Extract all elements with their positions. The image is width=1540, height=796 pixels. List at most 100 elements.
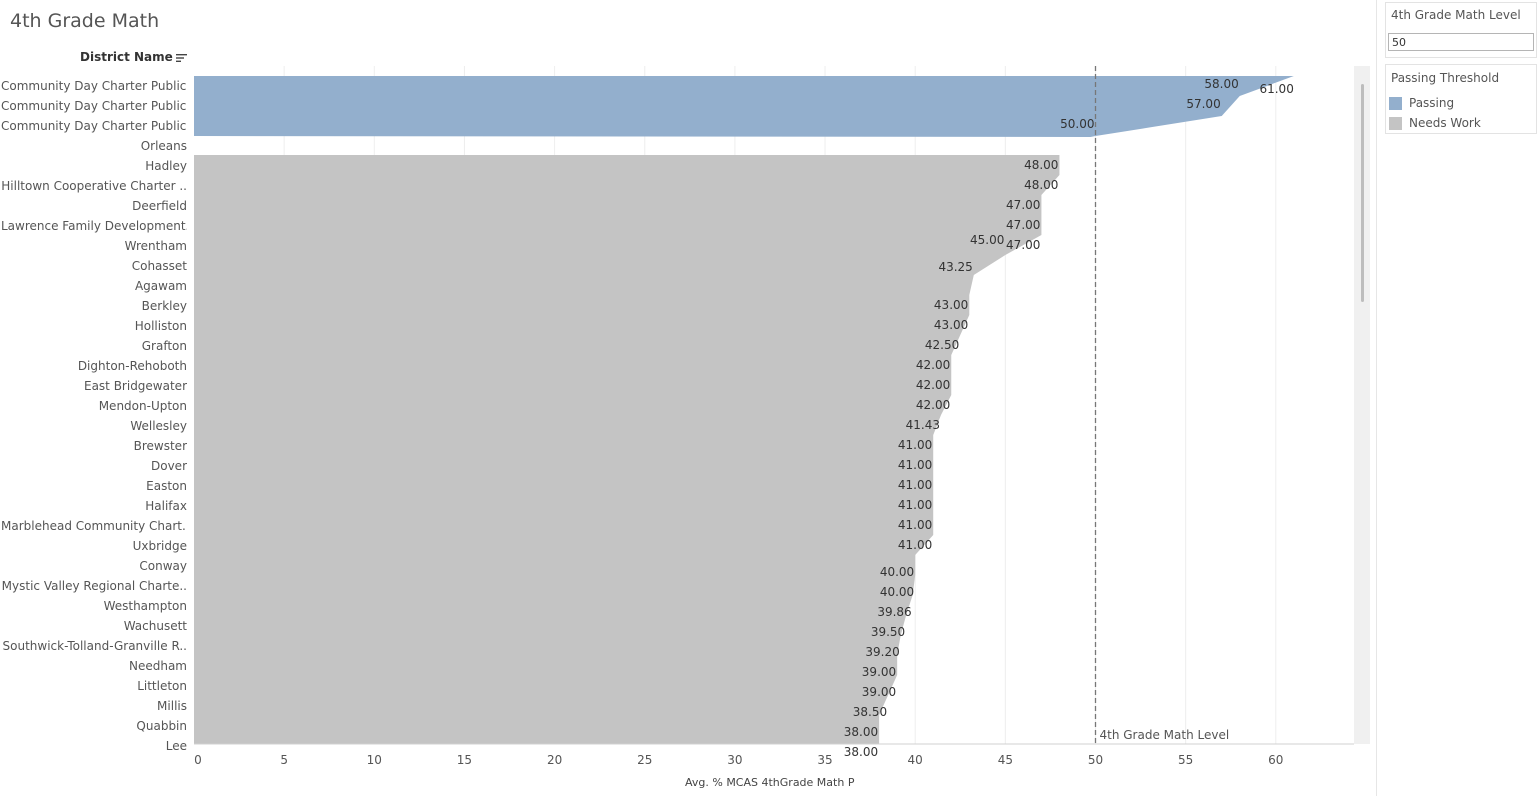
district-name-header-label: District Name xyxy=(80,50,173,64)
sort-descending-icon[interactable] xyxy=(175,52,187,62)
needs-work-data-label: 38.00 xyxy=(844,745,878,759)
legend-title: Passing Threshold xyxy=(1391,71,1500,85)
passing-data-label: 50.00 xyxy=(1060,117,1094,131)
passing-area xyxy=(194,76,1294,137)
x-tick-label: 15 xyxy=(457,753,472,767)
needs-work-data-label: 38.00 xyxy=(844,725,878,739)
row-label[interactable]: Westhampton xyxy=(103,599,187,613)
legend-item-needs-work[interactable]: Needs Work xyxy=(1389,115,1481,131)
row-label[interactable]: Needham xyxy=(128,659,187,673)
row-label[interactable]: Deerfield xyxy=(132,199,187,213)
needs-work-data-label: 41.00 xyxy=(898,498,932,512)
needs-work-data-label: 42.50 xyxy=(925,338,959,352)
row-label[interactable]: Wrentham xyxy=(124,239,187,253)
needs-work-data-label: 43.00 xyxy=(934,318,968,332)
legend-item-passing[interactable]: Passing xyxy=(1389,95,1454,111)
needs-work-area xyxy=(194,155,1060,744)
district-name-header[interactable]: District Name xyxy=(80,50,187,64)
x-tick-label: 10 xyxy=(367,753,382,767)
row-label[interactable]: Marblehead Community Chart.. xyxy=(1,519,187,533)
dashboard-title: 4th Grade Math xyxy=(10,10,160,32)
row-label[interactable]: Dover xyxy=(151,459,187,473)
needs-work-data-label: 47.00 xyxy=(1006,238,1040,252)
legend-swatch-needs-work xyxy=(1389,116,1402,130)
needs-work-data-label: 40.00 xyxy=(880,565,914,579)
row-label[interactable]: Quabbin xyxy=(136,719,187,733)
row-label[interactable]: Brewster xyxy=(133,439,187,453)
row-label[interactable]: Wellesley xyxy=(130,419,187,433)
row-label[interactable]: Halifax xyxy=(145,499,187,513)
needs-work-data-label: 41.00 xyxy=(898,538,932,552)
x-tick-label: 55 xyxy=(1178,753,1193,767)
legend-swatch-passing xyxy=(1389,96,1402,110)
needs-work-data-label: 39.50 xyxy=(871,625,905,639)
row-label[interactable]: Grafton xyxy=(141,339,187,353)
needs-work-data-label: 42.00 xyxy=(916,358,950,372)
needs-work-data-label: 41.00 xyxy=(898,438,932,452)
x-tick-label: 50 xyxy=(1088,753,1103,767)
passing-data-label: 61.00 xyxy=(1259,82,1293,96)
needs-work-data-label: 47.00 xyxy=(1006,218,1040,232)
needs-work-data-label: 39.86 xyxy=(877,605,911,619)
row-label[interactable]: Community Day Charter Public.. xyxy=(1,99,187,113)
needs-work-data-label: 41.43 xyxy=(906,418,940,432)
row-label[interactable]: Littleton xyxy=(137,679,187,693)
vertical-scrollbar[interactable] xyxy=(1354,66,1370,744)
right-panel: 4th Grade Math Level Passing Threshold P… xyxy=(1376,0,1540,796)
row-label[interactable]: Easton xyxy=(146,479,187,493)
needs-work-data-label: 43.25 xyxy=(938,260,972,274)
scrollbar-thumb[interactable] xyxy=(1361,84,1364,302)
row-label[interactable]: Southwick-Tolland-Granville R.. xyxy=(2,639,187,653)
row-label[interactable]: Millis xyxy=(157,699,187,713)
needs-work-data-label: 47.00 xyxy=(1006,198,1040,212)
row-label[interactable]: Holliston xyxy=(134,319,187,333)
math-level-input[interactable] xyxy=(1388,33,1534,51)
filter-title: 4th Grade Math Level xyxy=(1391,8,1521,22)
row-label[interactable]: Community Day Charter Public.. xyxy=(1,79,187,93)
x-axis-title: Avg. % MCAS 4thGrade Math P xyxy=(685,776,855,789)
needs-work-data-label: 42.00 xyxy=(916,378,950,392)
x-tick-label: 20 xyxy=(547,753,562,767)
needs-work-data-label: 41.00 xyxy=(898,518,932,532)
passing-data-label: 57.00 xyxy=(1186,97,1220,111)
needs-work-data-label: 40.00 xyxy=(880,585,914,599)
row-label[interactable]: Hilltown Cooperative Charter .. xyxy=(1,179,187,193)
needs-work-data-label: 41.00 xyxy=(898,458,932,472)
row-label[interactable]: Cohasset xyxy=(131,259,187,273)
x-tick-label: 45 xyxy=(998,753,1013,767)
x-tick-label: 0 xyxy=(194,753,202,767)
x-tick-label: 40 xyxy=(908,753,923,767)
row-label[interactable]: Conway xyxy=(139,559,187,573)
row-label[interactable]: Mendon-Upton xyxy=(98,399,187,413)
row-label[interactable]: Orleans xyxy=(140,139,187,153)
x-tick-label: 5 xyxy=(280,753,288,767)
row-label[interactable]: Lawrence Family Development.. xyxy=(1,219,187,233)
row-label[interactable]: Uxbridge xyxy=(132,539,187,553)
needs-work-data-label: 39.00 xyxy=(862,685,896,699)
x-tick-label: 60 xyxy=(1268,753,1283,767)
needs-work-data-label: 48.00 xyxy=(1024,158,1058,172)
needs-work-data-label: 42.00 xyxy=(916,398,950,412)
needs-work-data-label: 41.00 xyxy=(898,478,932,492)
row-label[interactable]: Community Day Charter Public.. xyxy=(1,119,187,133)
passing-data-label: 58.00 xyxy=(1204,77,1238,91)
row-label[interactable]: East Bridgewater xyxy=(83,379,187,393)
x-tick-label: 35 xyxy=(817,753,832,767)
row-label[interactable]: Hadley xyxy=(145,159,187,173)
area-chart: 4th Grade Math Level 61.00 58.00 57.00 50.00… xyxy=(194,66,1354,767)
row-label[interactable]: Berkley xyxy=(141,299,187,313)
legend-label-needs-work: Needs Work xyxy=(1409,116,1481,130)
x-tick-label: 30 xyxy=(727,753,742,767)
row-label[interactable]: Lee xyxy=(165,739,187,753)
x-tick-label: 25 xyxy=(637,753,652,767)
passing-threshold-legend: Passing Threshold Passing Needs Work xyxy=(1385,64,1537,134)
row-label[interactable]: Mystic Valley Regional Charte.. xyxy=(1,579,187,593)
needs-work-data-label: 43.00 xyxy=(934,298,968,312)
needs-work-data-label: 45.00 xyxy=(970,233,1004,247)
needs-work-data-label: 48.00 xyxy=(1024,178,1058,192)
row-label[interactable]: Dighton-Rehoboth xyxy=(77,359,187,373)
needs-work-data-label: 39.00 xyxy=(862,665,896,679)
row-label[interactable]: Wachusett xyxy=(123,619,187,633)
needs-work-data-label: 38.50 xyxy=(853,705,887,719)
row-label[interactable]: Agawam xyxy=(134,279,187,293)
